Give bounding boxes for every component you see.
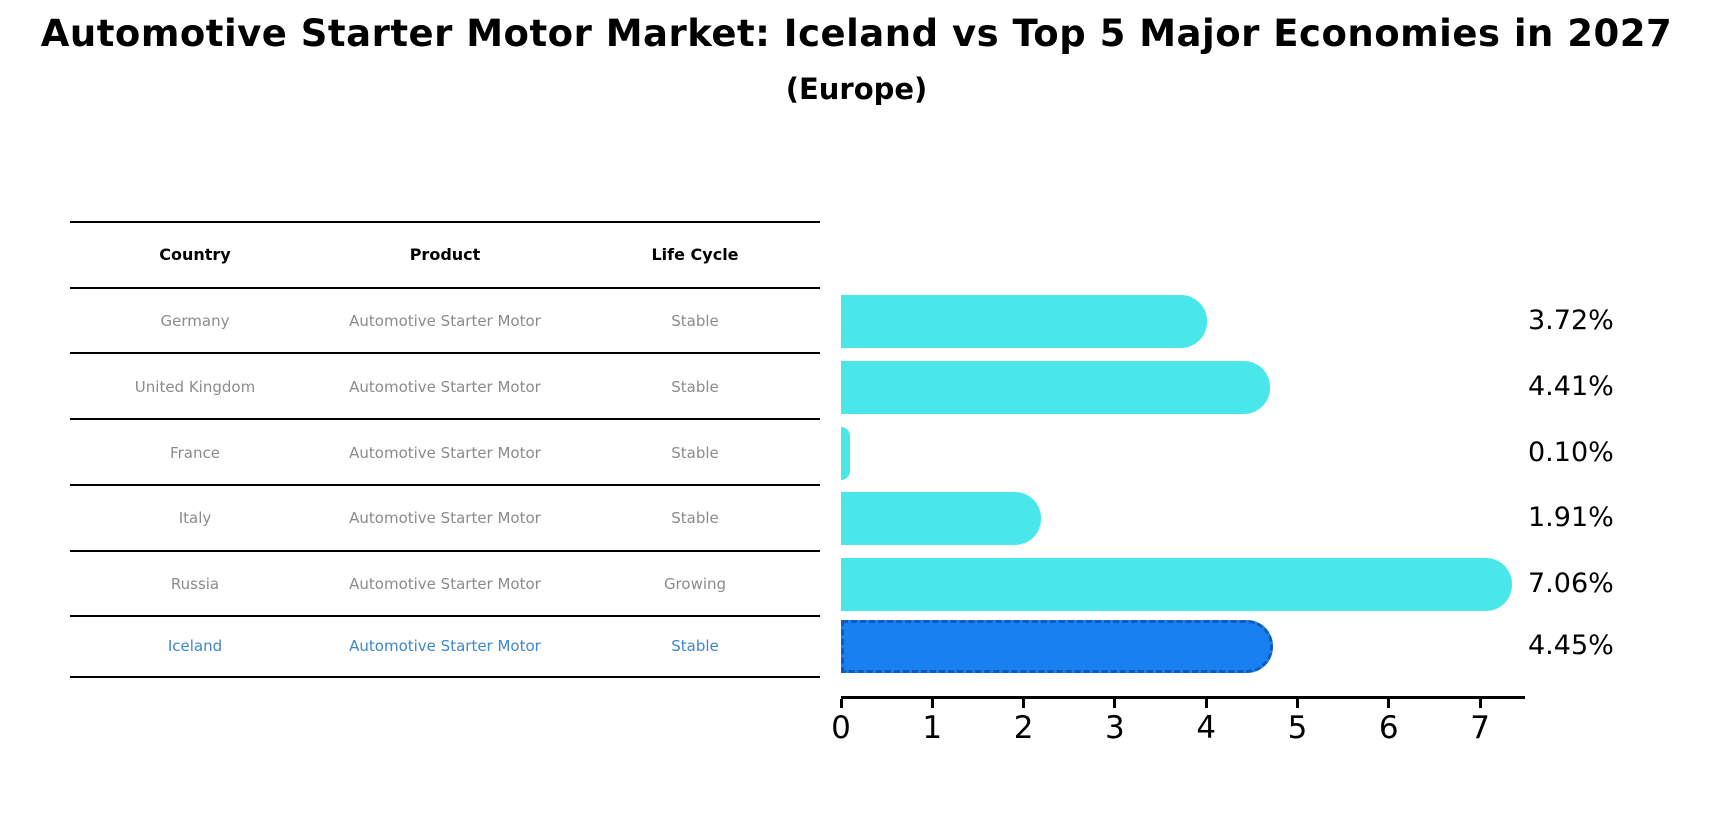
- table-cell-product: Automotive Starter Motor: [349, 378, 541, 396]
- table-row-iceland: Iceland Automotive Starter Motor Stable: [70, 635, 820, 657]
- table-cell-country: United Kingdom: [134, 378, 256, 396]
- x-tick-label: 5: [1287, 710, 1308, 746]
- x-tick-label: 2: [1013, 710, 1034, 746]
- table-row-germany: Germany Automotive Starter Motor Stable: [70, 310, 820, 332]
- table-rule: [70, 287, 820, 289]
- x-tick-mark: [1296, 699, 1299, 708]
- bar-iceland: [841, 620, 1273, 673]
- x-tick-mark: [930, 699, 934, 708]
- table-cell-country: Iceland: [167, 637, 223, 655]
- bar-value-label: 4.45%: [1528, 630, 1614, 661]
- table-cell-life-cycle: Growing: [663, 575, 727, 593]
- table-cell-life-cycle: Stable: [671, 312, 719, 330]
- table-cell-product: Automotive Starter Motor: [349, 575, 541, 593]
- x-tick-label: 0: [831, 710, 851, 746]
- table-cell-country: Russia: [170, 575, 220, 593]
- x-tick-mark: [1022, 699, 1026, 708]
- table-cell-country: France: [170, 444, 220, 462]
- x-tick-mark: [839, 699, 843, 708]
- table-cell-life-cycle: Stable: [671, 637, 719, 655]
- table-rule: [70, 550, 820, 552]
- x-axis-line: [841, 696, 1525, 699]
- bar-value-label: 7.06%: [1528, 568, 1614, 599]
- table-rule: [70, 221, 820, 223]
- table-header-life-cycle: Life Cycle: [651, 245, 739, 264]
- bar-russia: [841, 558, 1512, 611]
- x-tick-mark: [1204, 699, 1208, 708]
- table-header-row: Country Product Life Cycle: [70, 244, 820, 266]
- x-tick-mark: [1387, 699, 1391, 708]
- table-cell-life-cycle: Stable: [671, 509, 719, 527]
- bar-value-label: 0.10%: [1528, 437, 1614, 468]
- table-cell-product: Automotive Starter Motor: [349, 312, 541, 330]
- table-row-united-kingdom: United Kingdom Automotive Starter Motor …: [70, 376, 820, 398]
- bar-value-label: 4.41%: [1528, 371, 1614, 402]
- table-row-russia: Russia Automotive Starter Motor Growing: [70, 573, 820, 595]
- x-tick-mark: [1113, 699, 1117, 708]
- table-rule: [70, 676, 820, 678]
- chart-subtitle: (Europe): [785, 72, 928, 106]
- bar-france: [841, 427, 850, 480]
- chart-title: Automotive Starter Motor Market: Iceland…: [40, 12, 1673, 55]
- table-rule: [70, 352, 820, 354]
- table-header-country: Country: [159, 245, 231, 264]
- x-tick-label: 7: [1470, 710, 1490, 746]
- table-cell-life-cycle: Stable: [671, 444, 719, 462]
- bar-united-kingdom: [841, 361, 1270, 414]
- table-cell-product: Automotive Starter Motor: [349, 637, 541, 655]
- table-cell-country: Germany: [160, 312, 230, 330]
- x-tick-label: 6: [1378, 710, 1399, 746]
- table-row-france: France Automotive Starter Motor Stable: [70, 442, 820, 464]
- x-tick-label: 3: [1105, 710, 1125, 746]
- bar-germany: [841, 295, 1207, 348]
- table-rule: [70, 418, 820, 420]
- table-rule: [70, 615, 820, 617]
- bar-value-label: 1.91%: [1528, 502, 1614, 533]
- table-cell-life-cycle: Stable: [671, 378, 719, 396]
- x-tick-label: 4: [1196, 710, 1217, 746]
- bar-value-label: 3.72%: [1528, 305, 1614, 336]
- table-row-italy: Italy Automotive Starter Motor Stable: [70, 507, 820, 529]
- table-cell-country: Italy: [178, 509, 212, 527]
- table-cell-product: Automotive Starter Motor: [349, 509, 541, 527]
- table-cell-product: Automotive Starter Motor: [349, 444, 541, 462]
- table-header-product: Product: [409, 245, 481, 264]
- bar-italy: [841, 492, 1041, 545]
- x-tick-label: 1: [922, 710, 943, 746]
- x-tick-mark: [1478, 699, 1482, 708]
- table-rule: [70, 484, 820, 486]
